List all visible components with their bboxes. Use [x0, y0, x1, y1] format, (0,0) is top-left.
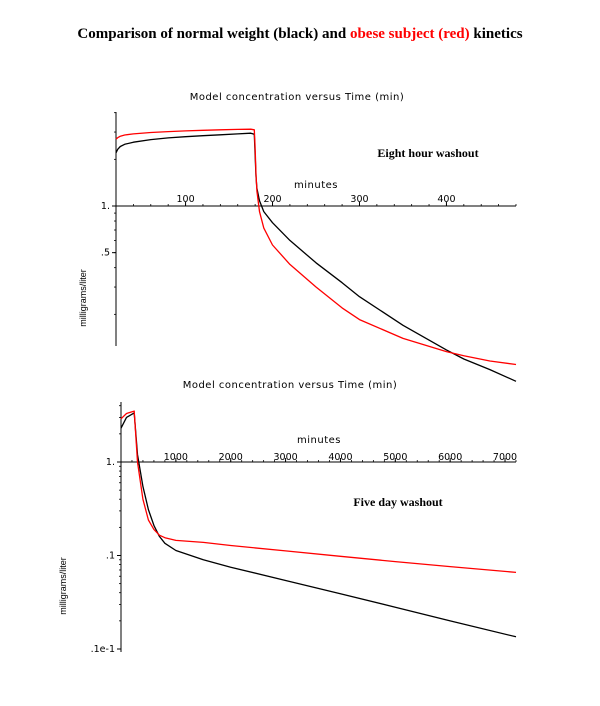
x-tick-label: 200 [263, 194, 281, 205]
x-tick-label: 400 [437, 194, 455, 205]
series-line-obese-subject [115, 128, 517, 366]
chart-title: Model concentration versus Time (min) [190, 92, 405, 103]
y-axis-label: milligrams/liter [58, 557, 68, 615]
x-tick-label: 5000 [383, 452, 407, 463]
title-part-3: kinetics [469, 26, 523, 42]
y-tick-label: 1. [106, 457, 115, 468]
x-axis-label: minutes [294, 180, 338, 191]
x-tick-label: 100 [176, 194, 194, 205]
y-axis-label: milligrams/liter [78, 269, 88, 327]
x-tick-label: 4000 [328, 452, 352, 463]
x-tick-label: 6000 [438, 452, 462, 463]
series-line-normal-weight [115, 132, 517, 382]
y-tick-label: .1e-1 [91, 644, 115, 655]
x-tick-label: 2000 [219, 452, 243, 463]
title-part-2: obese subject (red) [349, 26, 470, 42]
y-tick-label: .1 [106, 551, 115, 562]
y-tick-label: .5 [101, 248, 110, 259]
x-tick-label: 300 [350, 194, 368, 205]
series-line-normal-weight [120, 412, 517, 638]
x-tick-label: 3000 [273, 452, 297, 463]
series-line-obese-subject [120, 410, 517, 574]
chart-annotation: Five day washout [353, 495, 442, 509]
x-tick-label: 1000 [164, 452, 188, 463]
chart-title: Model concentration versus Time (min) [183, 380, 398, 391]
x-axis-label: minutes [297, 435, 341, 446]
title-part-1: Comparison of normal weight (black) and [77, 26, 350, 42]
chart-annotation: Eight hour washout [377, 146, 478, 160]
x-tick-label: 7000 [493, 452, 517, 463]
y-tick-label: 1. [101, 201, 110, 212]
page-title: Comparison of normal weight (black) and … [0, 26, 600, 43]
